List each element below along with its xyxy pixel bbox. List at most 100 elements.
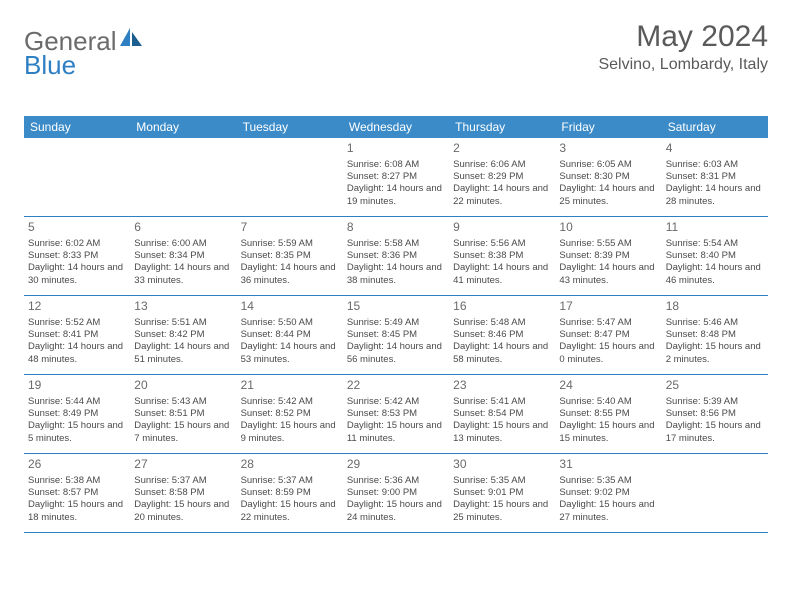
day-cell: 5Sunrise: 6:02 AMSunset: 8:33 PMDaylight… xyxy=(24,217,130,295)
sunrise-line: Sunrise: 6:00 AM xyxy=(134,238,232,250)
sunrise-line: Sunrise: 5:54 AM xyxy=(666,238,764,250)
daylight-line: Daylight: 15 hours and 15 minutes. xyxy=(559,420,657,445)
sunset-line: Sunset: 8:41 PM xyxy=(28,329,126,341)
sunset-line: Sunset: 8:33 PM xyxy=(28,250,126,262)
daylight-line: Daylight: 14 hours and 41 minutes. xyxy=(453,262,551,287)
sunset-line: Sunset: 8:47 PM xyxy=(559,329,657,341)
sunset-line: Sunset: 8:45 PM xyxy=(347,329,445,341)
sunset-line: Sunset: 9:01 PM xyxy=(453,487,551,499)
sunrise-line: Sunrise: 6:03 AM xyxy=(666,159,764,171)
sunset-line: Sunset: 8:55 PM xyxy=(559,408,657,420)
sunset-line: Sunset: 8:44 PM xyxy=(241,329,339,341)
day-number: 24 xyxy=(559,378,657,394)
sunset-line: Sunset: 8:59 PM xyxy=(241,487,339,499)
day-cell: 2Sunrise: 6:06 AMSunset: 8:29 PMDaylight… xyxy=(449,138,555,216)
day-number: 4 xyxy=(666,141,764,157)
day-cell: 20Sunrise: 5:43 AMSunset: 8:51 PMDayligh… xyxy=(130,375,236,453)
sunrise-line: Sunrise: 5:35 AM xyxy=(559,475,657,487)
weekday-thursday: Thursday xyxy=(449,116,555,138)
month-title: May 2024 xyxy=(598,20,768,54)
daylight-line: Daylight: 14 hours and 51 minutes. xyxy=(134,341,232,366)
sunrise-line: Sunrise: 6:08 AM xyxy=(347,159,445,171)
day-number: 29 xyxy=(347,457,445,473)
daylight-line: Daylight: 14 hours and 22 minutes. xyxy=(453,183,551,208)
day-cell: 15Sunrise: 5:49 AMSunset: 8:45 PMDayligh… xyxy=(343,296,449,374)
daylight-line: Daylight: 14 hours and 25 minutes. xyxy=(559,183,657,208)
logo-sail-icon xyxy=(120,28,142,46)
daylight-line: Daylight: 14 hours and 43 minutes. xyxy=(559,262,657,287)
week-row: 19Sunrise: 5:44 AMSunset: 8:49 PMDayligh… xyxy=(24,375,768,454)
week-row: 12Sunrise: 5:52 AMSunset: 8:41 PMDayligh… xyxy=(24,296,768,375)
daylight-line: Daylight: 14 hours and 19 minutes. xyxy=(347,183,445,208)
day-number: 28 xyxy=(241,457,339,473)
daylight-line: Daylight: 15 hours and 0 minutes. xyxy=(559,341,657,366)
empty-cell xyxy=(130,138,236,216)
header: General May 2024 Selvino, Lombardy, Ital… xyxy=(24,20,768,74)
day-number: 22 xyxy=(347,378,445,394)
day-cell: 30Sunrise: 5:35 AMSunset: 9:01 PMDayligh… xyxy=(449,454,555,532)
daylight-line: Daylight: 14 hours and 46 minutes. xyxy=(666,262,764,287)
day-number: 1 xyxy=(347,141,445,157)
sunrise-line: Sunrise: 5:39 AM xyxy=(666,396,764,408)
sunrise-line: Sunrise: 5:44 AM xyxy=(28,396,126,408)
sunset-line: Sunset: 8:54 PM xyxy=(453,408,551,420)
day-number: 27 xyxy=(134,457,232,473)
sunrise-line: Sunrise: 5:42 AM xyxy=(347,396,445,408)
daylight-line: Daylight: 15 hours and 20 minutes. xyxy=(134,499,232,524)
day-number: 11 xyxy=(666,220,764,236)
empty-cell xyxy=(24,138,130,216)
day-cell: 28Sunrise: 5:37 AMSunset: 8:59 PMDayligh… xyxy=(237,454,343,532)
day-cell: 25Sunrise: 5:39 AMSunset: 8:56 PMDayligh… xyxy=(662,375,768,453)
day-cell: 9Sunrise: 5:56 AMSunset: 8:38 PMDaylight… xyxy=(449,217,555,295)
sunrise-line: Sunrise: 5:59 AM xyxy=(241,238,339,250)
day-cell: 3Sunrise: 6:05 AMSunset: 8:30 PMDaylight… xyxy=(555,138,661,216)
day-cell: 17Sunrise: 5:47 AMSunset: 8:47 PMDayligh… xyxy=(555,296,661,374)
daylight-line: Daylight: 15 hours and 18 minutes. xyxy=(28,499,126,524)
sunset-line: Sunset: 8:46 PM xyxy=(453,329,551,341)
day-cell: 22Sunrise: 5:42 AMSunset: 8:53 PMDayligh… xyxy=(343,375,449,453)
day-cell: 12Sunrise: 5:52 AMSunset: 8:41 PMDayligh… xyxy=(24,296,130,374)
day-cell: 1Sunrise: 6:08 AMSunset: 8:27 PMDaylight… xyxy=(343,138,449,216)
sunset-line: Sunset: 8:38 PM xyxy=(453,250,551,262)
day-cell: 24Sunrise: 5:40 AMSunset: 8:55 PMDayligh… xyxy=(555,375,661,453)
empty-cell xyxy=(237,138,343,216)
sunrise-line: Sunrise: 6:05 AM xyxy=(559,159,657,171)
day-cell: 13Sunrise: 5:51 AMSunset: 8:42 PMDayligh… xyxy=(130,296,236,374)
sunrise-line: Sunrise: 5:36 AM xyxy=(347,475,445,487)
day-number: 31 xyxy=(559,457,657,473)
daylight-line: Daylight: 15 hours and 5 minutes. xyxy=(28,420,126,445)
day-number: 21 xyxy=(241,378,339,394)
sunrise-line: Sunrise: 5:52 AM xyxy=(28,317,126,329)
sunset-line: Sunset: 8:29 PM xyxy=(453,171,551,183)
sunrise-line: Sunrise: 5:48 AM xyxy=(453,317,551,329)
day-number: 26 xyxy=(28,457,126,473)
sunrise-line: Sunrise: 6:02 AM xyxy=(28,238,126,250)
day-number: 5 xyxy=(28,220,126,236)
daylight-line: Daylight: 15 hours and 22 minutes. xyxy=(241,499,339,524)
sunrise-line: Sunrise: 5:37 AM xyxy=(134,475,232,487)
sunrise-line: Sunrise: 5:35 AM xyxy=(453,475,551,487)
sunrise-line: Sunrise: 5:38 AM xyxy=(28,475,126,487)
day-cell: 26Sunrise: 5:38 AMSunset: 8:57 PMDayligh… xyxy=(24,454,130,532)
sunset-line: Sunset: 8:42 PM xyxy=(134,329,232,341)
daylight-line: Daylight: 14 hours and 36 minutes. xyxy=(241,262,339,287)
sunrise-line: Sunrise: 5:43 AM xyxy=(134,396,232,408)
sunrise-line: Sunrise: 5:50 AM xyxy=(241,317,339,329)
sunset-line: Sunset: 8:58 PM xyxy=(134,487,232,499)
sunrise-line: Sunrise: 5:56 AM xyxy=(453,238,551,250)
day-number: 10 xyxy=(559,220,657,236)
day-cell: 29Sunrise: 5:36 AMSunset: 9:00 PMDayligh… xyxy=(343,454,449,532)
day-cell: 21Sunrise: 5:42 AMSunset: 8:52 PMDayligh… xyxy=(237,375,343,453)
sunset-line: Sunset: 8:35 PM xyxy=(241,250,339,262)
day-cell: 14Sunrise: 5:50 AMSunset: 8:44 PMDayligh… xyxy=(237,296,343,374)
daylight-line: Daylight: 14 hours and 53 minutes. xyxy=(241,341,339,366)
calendar: SundayMondayTuesdayWednesdayThursdayFrid… xyxy=(24,116,768,533)
daylight-line: Daylight: 14 hours and 48 minutes. xyxy=(28,341,126,366)
day-cell: 19Sunrise: 5:44 AMSunset: 8:49 PMDayligh… xyxy=(24,375,130,453)
day-number: 20 xyxy=(134,378,232,394)
day-number: 2 xyxy=(453,141,551,157)
daylight-line: Daylight: 15 hours and 17 minutes. xyxy=(666,420,764,445)
daylight-line: Daylight: 14 hours and 58 minutes. xyxy=(453,341,551,366)
sunset-line: Sunset: 8:39 PM xyxy=(559,250,657,262)
day-number: 7 xyxy=(241,220,339,236)
